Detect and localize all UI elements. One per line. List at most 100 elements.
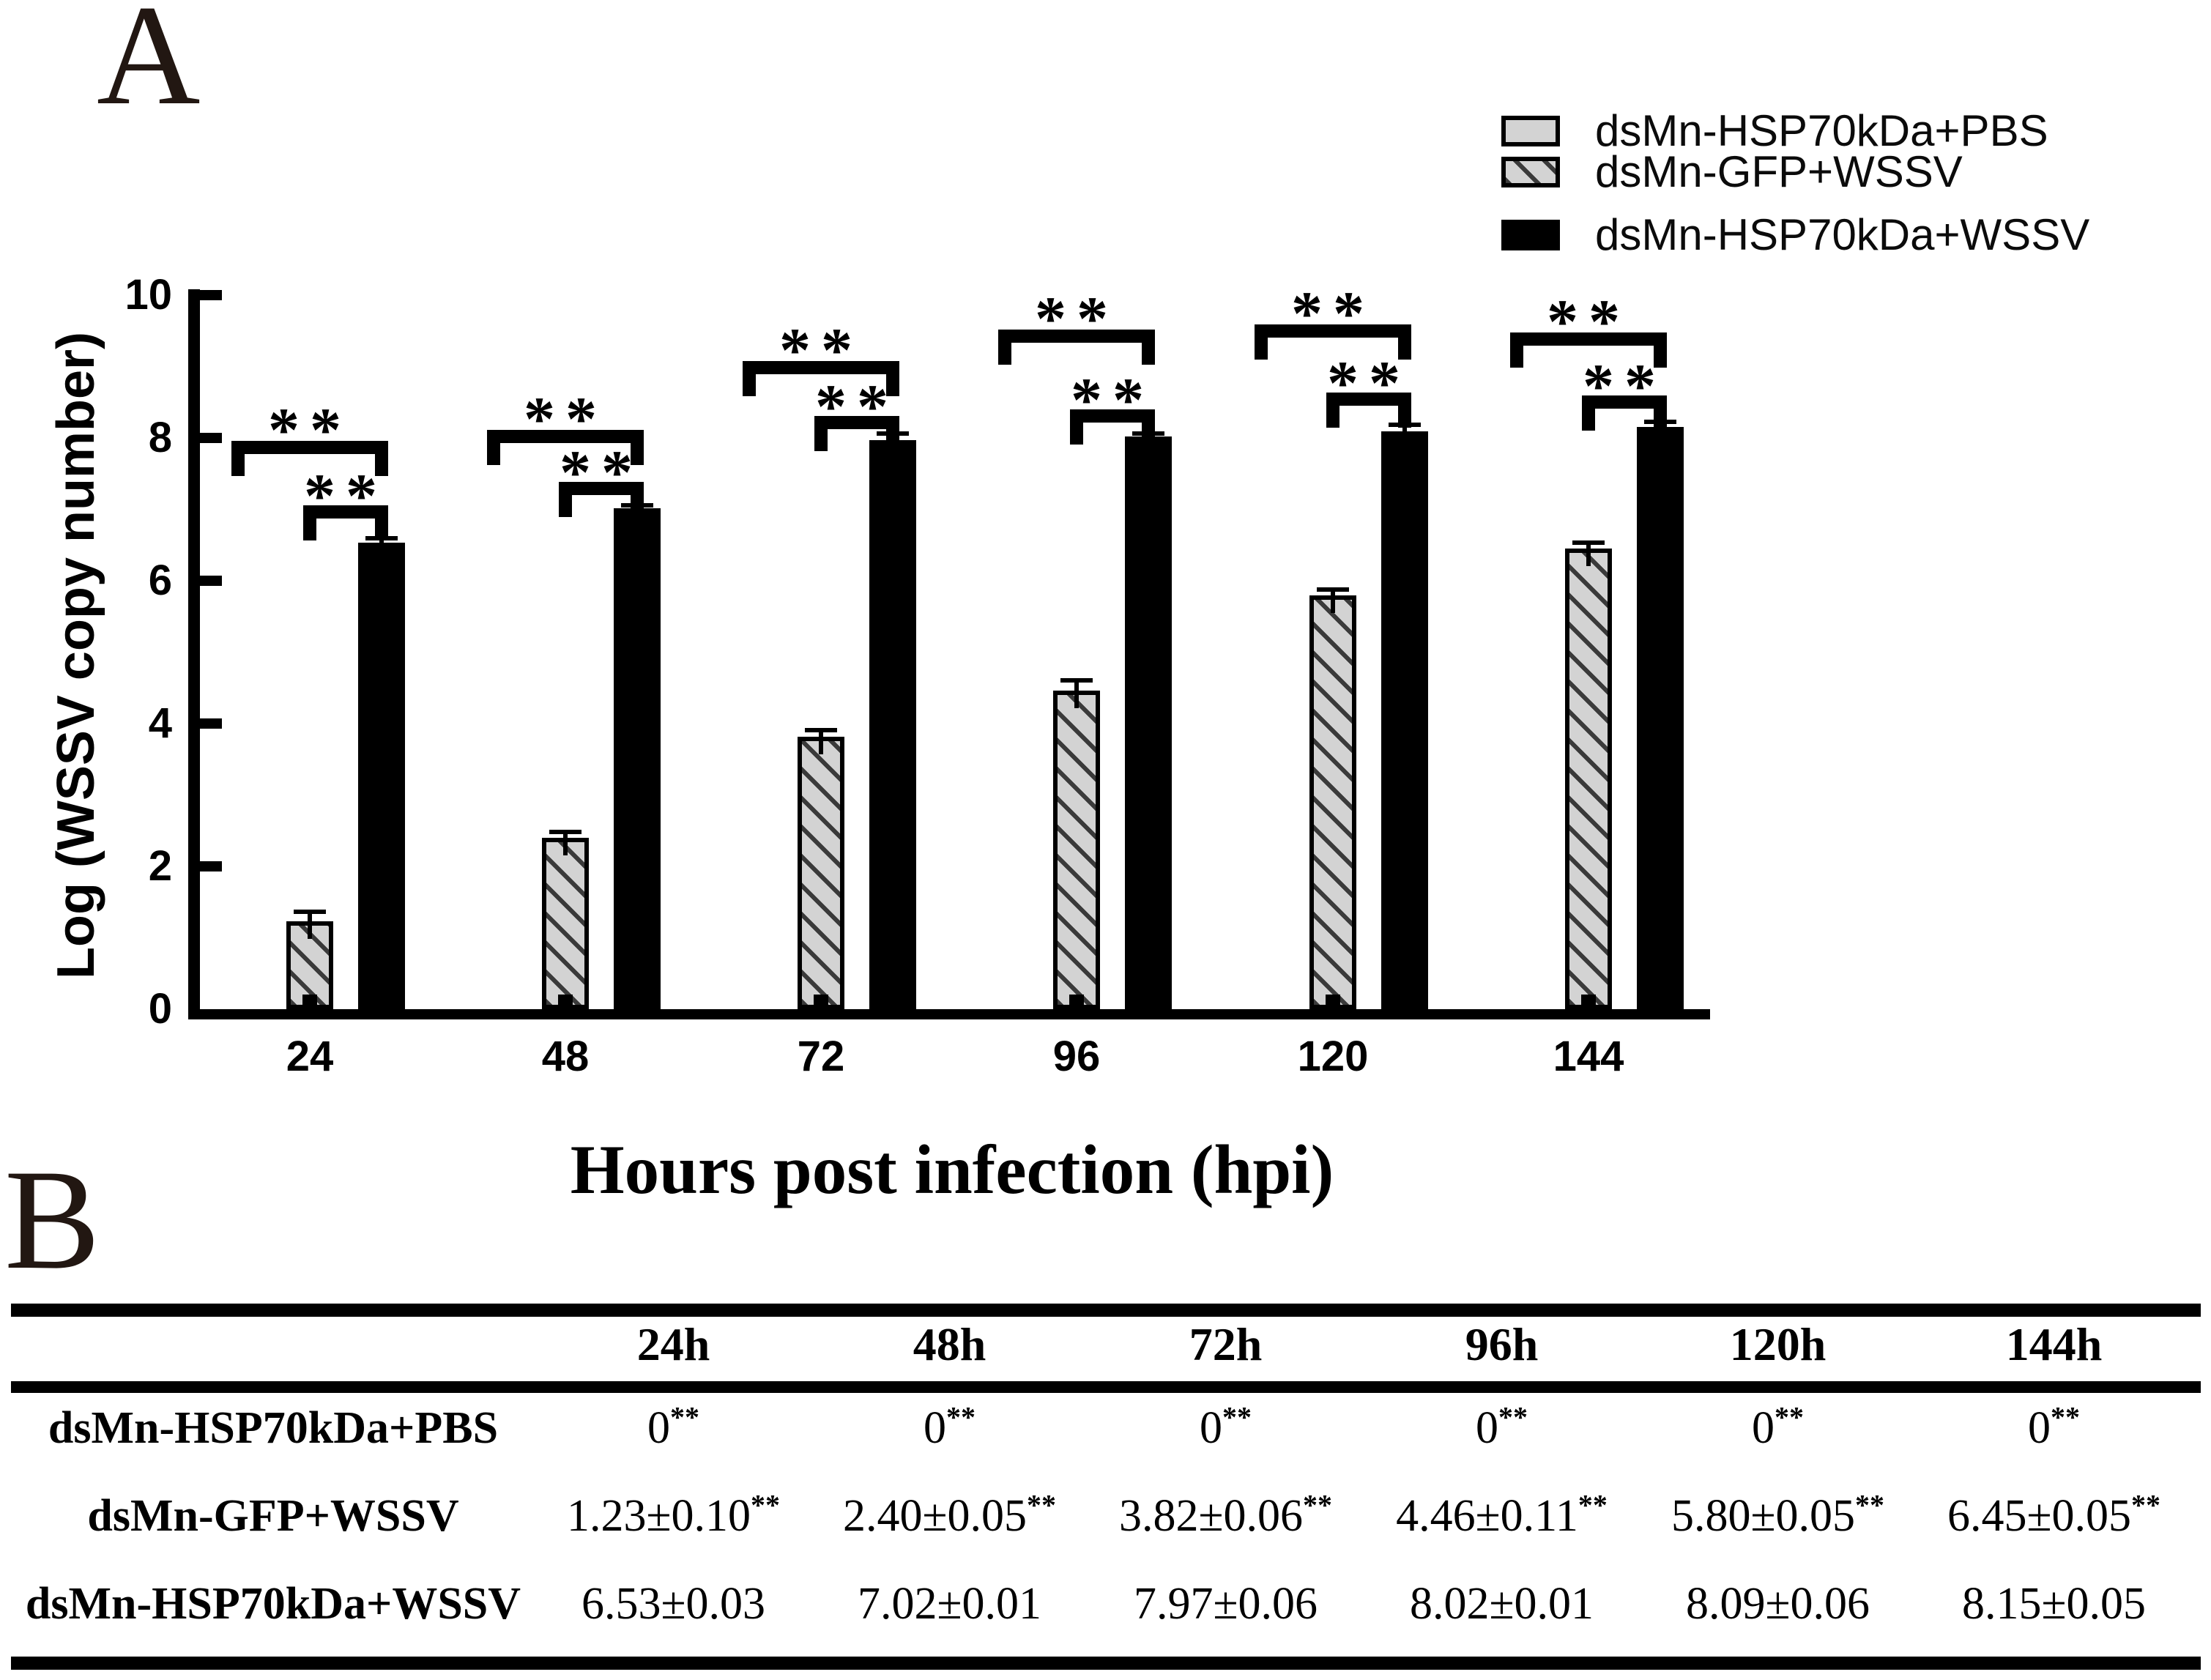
- table-cell-2-3: 8.02±0.01: [1409, 1579, 1594, 1629]
- table-header-72h: 72h: [1189, 1318, 1263, 1370]
- bar-dsMn-GFP+WSSV-48: [542, 838, 589, 1009]
- error-cap-dsMn-HSP70kDa+WSSV-48: [621, 502, 653, 508]
- legend-item-pbs: dsMn-HSP70kDa+PBS: [1501, 107, 2048, 155]
- table-row-label-1: dsMn-GFP+WSSV: [87, 1491, 459, 1541]
- table-header-48h: 48h: [913, 1318, 986, 1370]
- x-category-label-96: 96: [1052, 1033, 1101, 1080]
- y-tick-6: [200, 576, 222, 586]
- table-row-label-2: dsMn-HSP70kDa+WSSV: [25, 1579, 521, 1629]
- error-stem-dsMn-GFP+WSSV-96: [1074, 683, 1079, 709]
- legend-label-pbs: dsMn-HSP70kDa+PBS: [1595, 106, 2048, 155]
- sig-bracket-inner-24: [303, 505, 388, 540]
- bar-dsMn-GFP+WSSV-144: [1565, 549, 1612, 1009]
- x-tick-120: [1326, 995, 1340, 1011]
- table-cell-1-2: 3.82±0.06**: [1118, 1488, 1333, 1541]
- x-tick-48: [558, 995, 573, 1011]
- sig-bracket-outer-48: [487, 430, 644, 465]
- x-category-label-120: 120: [1297, 1033, 1369, 1080]
- error-stem-dsMn-HSP70kDa+WSSV-24: [379, 540, 384, 561]
- y-axis-title: Log (WSSV copy number): [47, 332, 105, 980]
- legend-swatch-hatched-icon: [1501, 157, 1560, 187]
- table-cell-2-1: 7.02±0.01: [857, 1579, 1042, 1629]
- error-cap-dsMn-GFP+WSSV-144: [1572, 540, 1605, 546]
- bar-dsMn-GFP+WSSV-72: [798, 736, 844, 1009]
- sig-marker-outer-24: **: [268, 395, 352, 465]
- bar-dsMn-GFP+WSSV-96: [1053, 691, 1100, 1009]
- sig-bracket-outer-120: [1255, 324, 1411, 360]
- table-cell-0-5: 0**: [2028, 1400, 2080, 1453]
- error-stem-dsMn-HSP70kDa+WSSV-72: [891, 436, 895, 458]
- table-cell-2-4: 8.09±0.06: [1685, 1579, 1870, 1629]
- table-cell-0-1: 0**: [924, 1400, 976, 1453]
- legend-item-gfp: dsMn-GFP+WSSV: [1501, 148, 1963, 196]
- table-row-label-0: dsMn-HSP70kDa+PBS: [48, 1403, 499, 1453]
- table-cell-1-5: 6.45±0.05**: [1947, 1488, 2161, 1541]
- legend-swatch-black-icon: [1501, 220, 1560, 250]
- bar-dsMn-HSP70kDa+WSSV-24: [358, 543, 405, 1009]
- bar-dsMn-HSP70kDa+WSSV-96: [1125, 436, 1172, 1009]
- x-category-label-48: 48: [541, 1033, 590, 1080]
- bar-dsMn-GFP+WSSV-120: [1309, 595, 1356, 1009]
- table-cell-0-3: 0**: [1476, 1400, 1528, 1453]
- table-header-144h: 144h: [2005, 1318, 2103, 1370]
- y-tick-label-0: 0: [148, 985, 172, 1033]
- sig-bracket-outer-24: [231, 441, 388, 476]
- bar-dsMn-HSP70kDa+WSSV-48: [614, 508, 661, 1009]
- error-stem-dsMn-HSP70kDa+WSSV-144: [1658, 423, 1662, 445]
- table-cell-significance: **: [946, 1400, 976, 1434]
- table-header-24h: 24h: [636, 1318, 710, 1370]
- sig-bracket-outer-96: [998, 330, 1155, 365]
- error-cap-dsMn-HSP70kDa+WSSV-120: [1389, 423, 1421, 428]
- table-cell-significance: **: [2051, 1400, 2080, 1434]
- bar-dsMn-HSP70kDa+WSSV-120: [1381, 431, 1428, 1009]
- sig-marker-inner-96: **: [1071, 365, 1154, 435]
- bar-dsMn-HSP70kDa+WSSV-72: [869, 439, 916, 1009]
- table-cell-0-0: 0**: [647, 1400, 699, 1453]
- x-category-label-144: 144: [1553, 1033, 1624, 1080]
- y-tick-2: [200, 861, 222, 871]
- error-cap-dsMn-GFP+WSSV-120: [1317, 587, 1349, 592]
- error-stem-dsMn-HSP70kDa+WSSV-48: [635, 507, 639, 526]
- table-cell-significance: **: [1222, 1400, 1252, 1434]
- table-cell-1-0: 1.23±0.10**: [566, 1488, 781, 1541]
- legend-swatch-gray-icon: [1501, 116, 1560, 146]
- error-cap-dsMn-HSP70kDa+WSSV-96: [1132, 431, 1164, 436]
- table-cell-1-3: 4.46±0.11**: [1396, 1488, 1608, 1541]
- table-cell-2-5: 8.15±0.05: [1961, 1579, 2147, 1629]
- y-tick-label-4: 4: [148, 699, 172, 747]
- error-stem-dsMn-GFP+WSSV-72: [819, 732, 823, 754]
- panel-b-label: B: [4, 1140, 100, 1299]
- x-category-label-72: 72: [797, 1033, 845, 1080]
- x-category-label-24: 24: [286, 1033, 334, 1080]
- y-tick-label-8: 8: [148, 414, 172, 461]
- panel-a-label: A: [97, 0, 201, 135]
- sig-marker-inner-120: **: [1327, 348, 1411, 418]
- table-cell-1-1: 2.40±0.05**: [842, 1488, 1057, 1541]
- table-cell-significance: **: [670, 1400, 699, 1434]
- error-cap-dsMn-GFP+WSSV-72: [805, 727, 837, 732]
- sig-marker-inner-48: **: [560, 437, 643, 508]
- error-cap-dsMn-GFP+WSSV-24: [294, 910, 326, 915]
- table-cell-0-2: 0**: [1200, 1400, 1252, 1453]
- table-cell-significance: **: [2131, 1488, 2161, 1522]
- table-cell-1-4: 5.80±0.05**: [1671, 1488, 1885, 1541]
- table-rule-mid: [11, 1381, 2201, 1393]
- sig-bracket-inner-120: [1326, 393, 1411, 428]
- sig-bracket-inner-96: [1070, 409, 1155, 445]
- sig-marker-inner-144: **: [1583, 351, 1666, 421]
- table-cell-significance: **: [1855, 1488, 1885, 1522]
- error-stem-dsMn-GFP+WSSV-48: [563, 834, 568, 855]
- error-cap-dsMn-HSP70kDa+WSSV-24: [365, 536, 398, 541]
- y-axis-line: [188, 289, 200, 1019]
- sig-marker-outer-96: **: [1035, 283, 1118, 354]
- sig-bracket-inner-48: [559, 482, 644, 517]
- sig-marker-inner-24: **: [304, 461, 387, 531]
- x-tick-24: [302, 995, 317, 1011]
- error-stem-dsMn-HSP70kDa+WSSV-96: [1146, 436, 1151, 455]
- sig-bracket-inner-72: [814, 416, 899, 451]
- y-tick-8: [200, 433, 222, 443]
- x-tick-72: [814, 995, 828, 1011]
- legend-label-wssv: dsMn-HSP70kDa+WSSV: [1595, 210, 2090, 259]
- sig-bracket-outer-144: [1510, 332, 1667, 368]
